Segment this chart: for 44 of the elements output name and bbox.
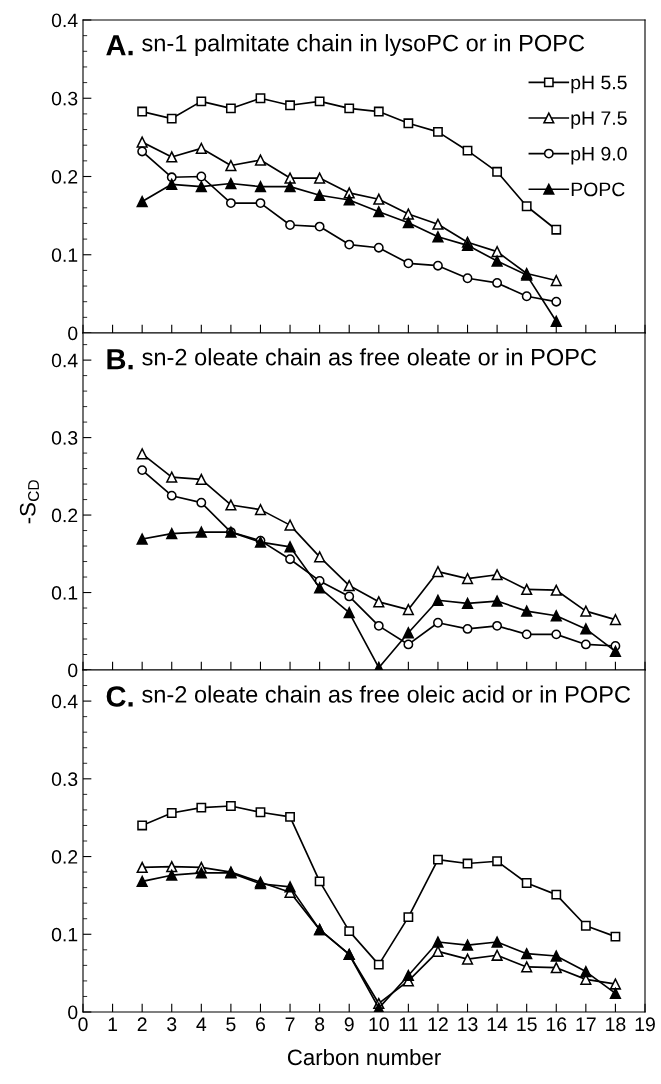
x-tick-label: 7 — [285, 1017, 295, 1031]
y-tick-label: 0.4 — [51, 353, 78, 368]
x-tick-label: 10 — [369, 1017, 389, 1032]
x-tick-label: 1 — [108, 1017, 118, 1031]
x-tick-label: 13 — [458, 1017, 478, 1032]
y-tick-label: 0.3 — [51, 91, 78, 106]
y-tick-label: 0.3 — [51, 431, 78, 445]
x-tick-label: 15 — [517, 1017, 537, 1032]
y-tick-label: 0.1 — [51, 248, 78, 262]
y-tick-label: 0.3 — [51, 772, 78, 787]
y-axis-title: -S$_{CD}$ — [19, 480, 40, 524]
y-tick-label: 0.2 — [51, 508, 78, 523]
legend-label: pH 7.5 — [571, 111, 627, 129]
chart-title: C. sn-2 oleate chain as free oleic acid or in POPC — [106, 685, 631, 707]
x-tick-label: 2 — [137, 1017, 147, 1031]
x-tick-label: 18 — [606, 1017, 626, 1032]
x-tick-label: 0 — [78, 1017, 88, 1032]
y-tick-label: 0.1 — [51, 586, 78, 600]
x-tick-label: 16 — [546, 1017, 567, 1032]
y-tick-label: 0.2 — [51, 850, 78, 864]
y-tick-label: 0 — [68, 326, 78, 341]
legend-label: POPC — [571, 182, 625, 197]
x-tick-label: 12 — [428, 1017, 448, 1031]
x-tick-label: 9 — [344, 1017, 354, 1032]
x-tick-label: 11 — [399, 1017, 418, 1031]
legend-label: pH 5.5 — [571, 75, 627, 94]
x-tick-label: 17 — [576, 1017, 596, 1031]
x-tick-label: 8 — [315, 1017, 325, 1032]
x-tick-label: 19 — [635, 1017, 655, 1032]
x-tick-label: 5 — [226, 1017, 236, 1032]
legend-label: pH 9.0 — [571, 146, 627, 165]
x-tick-label: 4 — [196, 1017, 207, 1031]
chart-title: B. sn-2 oleate chain as free oleate or in POPC — [107, 348, 597, 370]
chart-title: A. sn-1 palmitate chain in lysoPC or in POPC — [106, 34, 585, 57]
x-tick-label: 14 — [487, 1017, 508, 1031]
x-axis-title: Carbon number — [287, 1048, 441, 1066]
y-tick-label: 0.4 — [51, 13, 78, 28]
x-tick-label: 3 — [167, 1017, 177, 1032]
y-tick-label: 0.1 — [51, 927, 78, 942]
y-tick-label: 0.2 — [51, 169, 78, 184]
y-tick-label: 0 — [68, 663, 78, 678]
y-tick-label: 0.4 — [51, 694, 78, 709]
y-tick-label: 0 — [68, 1005, 78, 1020]
x-tick-label: 6 — [256, 1017, 266, 1032]
